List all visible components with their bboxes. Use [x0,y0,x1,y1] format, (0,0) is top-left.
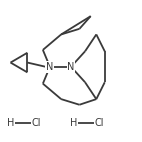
Text: N: N [67,62,75,72]
Text: H: H [7,118,14,128]
Text: Cl: Cl [94,118,104,128]
Text: H: H [70,118,78,128]
Text: Cl: Cl [31,118,41,128]
Text: N: N [46,62,54,72]
